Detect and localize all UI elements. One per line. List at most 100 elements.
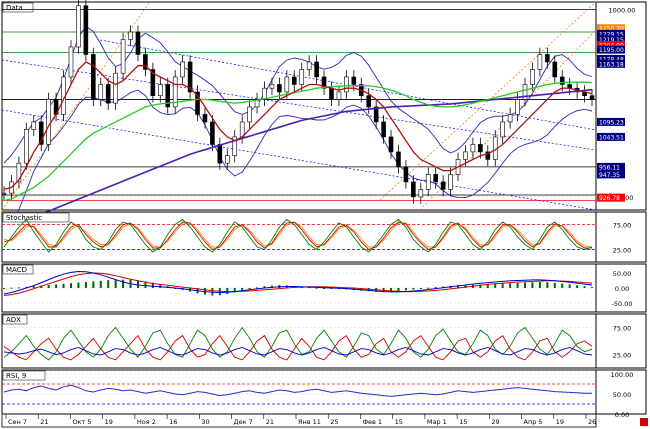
bollinger-lower [3,89,593,226]
candle-body [284,76,290,93]
price-label: 1229.15 [599,31,624,38]
candle-body [262,87,267,100]
macd-histogram-bar [99,280,102,288]
candle-body [16,162,22,183]
price-label-box [597,117,625,126]
candle-body [396,151,401,168]
rsi-line [3,384,592,397]
price-label-box [597,59,625,68]
panels-layer: Data1000.00500.001250.201229.151219.1512… [1,0,647,419]
candle-body [24,129,29,164]
macd-histogram-bar [69,283,72,288]
candle-body [344,76,349,93]
candle-body [366,95,372,108]
candle-body [336,91,342,100]
candle-body [299,69,305,85]
panel-title: Stochastic [6,214,42,222]
corner-marker [640,418,648,426]
price-label: 1095.23 [599,119,624,126]
candle-body [105,84,111,104]
candle-body [68,46,74,78]
candle-body [559,76,565,85]
price-label: 1219.15 [599,37,624,44]
macd-signal-line [3,272,593,296]
x-tick-label: 30 [201,418,209,426]
panel-macd: MACD 50.00 0.00 -50.00 [1,263,647,313]
candle-body [224,155,230,164]
candle-body [478,144,483,153]
macd-histogram-bar [434,287,437,289]
candle-body [589,95,595,100]
macd-histogram-bar [576,285,579,288]
macd-histogram-bar [568,284,571,288]
macd-histogram-bar [479,284,482,288]
macd-histogram-bar [509,283,512,288]
x-axis-frame [1,413,597,428]
candle-body [172,76,178,108]
ma-fast-line [3,61,593,191]
axis-frame [595,211,647,263]
adx-minus-di-line [3,334,593,361]
macd-histogram-bar [516,282,519,288]
axis-frame [595,263,647,313]
candle-body [440,181,446,190]
candle-body [120,39,126,74]
x-tick-label: Фев 1 [362,418,382,426]
macd-histogram-bar [427,287,430,289]
macd-histogram-bar [62,283,65,288]
macd-histogram-bar [561,283,564,288]
x-tick-label: 26 [588,418,596,426]
price-label-box [597,45,625,54]
macd-histogram-bar [263,286,266,288]
macd-histogram-bar [315,287,318,289]
price-label: 1163.18 [599,61,624,68]
macd-histogram-bar [553,282,556,288]
panel-rsi: RSI, 9 100.00 50.00 0.00 [1,369,647,419]
macd-histogram-bar [136,280,139,288]
macd-histogram-bar [412,288,415,290]
candle-body [545,54,550,63]
macd-histogram-bar [248,288,251,290]
price-label-box [597,41,625,50]
macd-histogram-bar [17,287,20,289]
price-label-box [597,170,625,179]
price-label: 947.35 [599,172,620,179]
macd-histogram-bar [107,280,110,288]
x-tick-label: 25 [330,418,338,426]
candle-body [388,136,394,153]
candle-body [269,84,275,89]
macd-histogram-bar [591,287,593,289]
candle-body [291,76,297,85]
candle-body [321,76,327,89]
x-tick-label: Мар 1 [427,418,447,426]
x-tick-label: 21 [266,418,274,426]
trend-channel [1,1,151,211]
macd-histogram-bar [531,282,534,288]
macd-histogram-bar [84,282,87,288]
axis-frame [595,369,647,415]
candle-body [91,54,96,100]
tick-label: 50.00 [613,270,632,278]
tick-label: 25.00 [613,247,632,255]
stoch-k-line [3,218,593,253]
axis-frame [595,313,647,369]
candle-body [425,174,431,190]
candle-body [306,61,312,70]
candle-body [113,72,118,104]
trend-channel [1,59,597,151]
x-tick-label: Апр 5 [524,418,543,426]
macd-histogram-bar [583,286,586,288]
macd-line [3,270,593,295]
candle-body [314,61,319,78]
candle-body [403,166,409,183]
panel-title: RSI, 9 [6,372,26,380]
adx-plus-di-line [3,326,593,361]
price-label-box [597,24,625,33]
candle-body [411,181,416,198]
tick-label: 75.00 [613,325,632,333]
price-label: 956.11 [599,164,620,171]
bollinger-upper [3,25,593,164]
x-tick-label: 15 [395,418,403,426]
x-tick-label: Сен 7 [8,418,27,426]
candle-body [433,174,438,183]
